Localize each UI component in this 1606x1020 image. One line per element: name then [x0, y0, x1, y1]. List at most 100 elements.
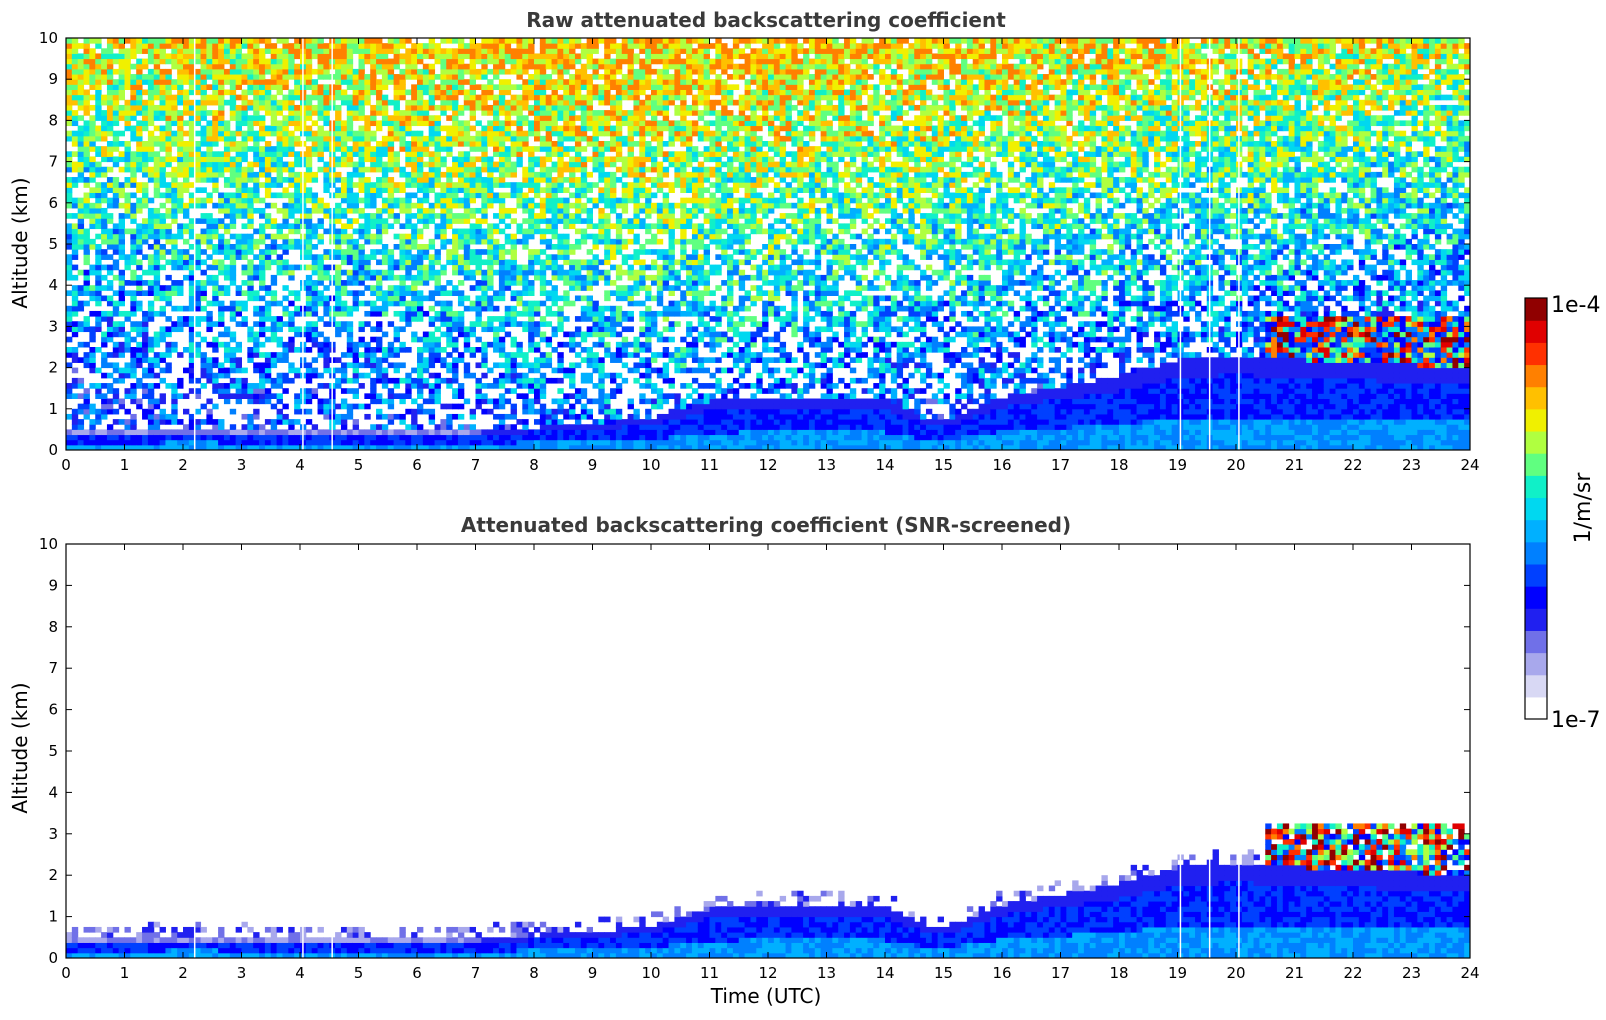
heatmap-cell [235, 321, 242, 327]
heatmap-cell [305, 192, 313, 199]
heatmap-cell [253, 383, 260, 389]
heatmap-cell [399, 300, 406, 307]
heatmap-cell [504, 233, 512, 240]
heatmap-cell [147, 300, 155, 307]
heatmap-cell [340, 223, 348, 230]
heatmap-cell [264, 259, 272, 266]
heatmap-cell [83, 413, 90, 420]
heatmap-cell [358, 269, 365, 276]
heatmap-cell [235, 233, 242, 240]
heatmap-cell [153, 310, 161, 317]
heatmap-cell [305, 444, 313, 451]
heatmap-cell [393, 290, 400, 296]
heatmap-cell [551, 233, 558, 240]
heatmap-cell [510, 120, 517, 127]
heatmap-cell [452, 89, 459, 96]
heatmap-cell [317, 264, 324, 271]
heatmap-cell [551, 377, 558, 384]
heatmap-cell [183, 367, 190, 374]
heatmap-cell [411, 68, 418, 75]
heatmap-cell [194, 120, 202, 127]
heatmap-cell [522, 228, 529, 235]
heatmap-cell [183, 182, 190, 188]
heatmap-cell [253, 192, 260, 199]
heatmap-cell [282, 310, 289, 317]
heatmap-cell [165, 331, 172, 338]
heatmap-cell [165, 182, 172, 188]
heatmap-cell [259, 280, 266, 286]
heatmap-cell [539, 372, 547, 379]
heatmap-cell [352, 393, 359, 399]
heatmap-cell [335, 238, 342, 245]
heatmap-cell [440, 434, 447, 441]
heatmap-cell [147, 223, 155, 230]
heatmap-cell [95, 104, 102, 111]
heatmap-cell [335, 213, 342, 219]
heatmap-cell [417, 207, 424, 214]
heatmap-cell [446, 249, 453, 255]
heatmap-cell [212, 74, 219, 80]
heatmap-cell [66, 130, 73, 137]
heatmap-cell [218, 269, 225, 276]
heatmap-cell [428, 362, 436, 369]
heatmap-cell [551, 300, 558, 307]
heatmap-cell [481, 357, 488, 363]
heatmap-cell [457, 383, 465, 389]
heatmap-cell [352, 104, 359, 111]
heatmap-cell [188, 269, 196, 276]
heatmap-cell [323, 104, 330, 111]
heatmap-cell [153, 182, 161, 188]
heatmap-cell [71, 177, 79, 183]
heatmap-cell [218, 238, 225, 245]
heatmap-cell [393, 182, 400, 188]
heatmap-cell [422, 89, 430, 96]
heatmap-cell [147, 146, 155, 152]
heatmap-cell [457, 357, 465, 363]
heatmap-cell [112, 115, 120, 121]
heatmap-cell [405, 213, 412, 219]
heatmap-cell [282, 115, 289, 121]
heatmap-cell [218, 372, 225, 379]
heatmap-cell [493, 74, 500, 80]
heatmap-cell [493, 213, 500, 219]
heatmap-cell [405, 305, 412, 312]
heatmap-cell [469, 305, 476, 312]
heatmap-cell [340, 151, 348, 157]
heatmap-cell [247, 336, 254, 343]
heatmap-cell [522, 393, 529, 399]
heatmap-cell [522, 244, 529, 250]
heatmap-cell [223, 151, 231, 157]
heatmap-cell [539, 434, 547, 441]
heatmap-cell [522, 58, 529, 65]
heatmap-cell [534, 89, 541, 96]
heatmap-cell [212, 99, 219, 106]
heatmap-cell [183, 347, 190, 353]
heatmap-cell [200, 238, 207, 245]
heatmap-cell [253, 187, 260, 193]
heatmap-cell [539, 156, 547, 163]
heatmap-cell [270, 151, 278, 157]
heatmap-cell [247, 58, 254, 65]
heatmap-cell [165, 99, 172, 106]
heatmap-cell [212, 357, 219, 363]
heatmap-cell [457, 326, 465, 333]
heatmap-cell [118, 151, 125, 157]
heatmap-cell [142, 326, 149, 333]
heatmap-cell [376, 434, 383, 441]
heatmap-cell [381, 377, 389, 384]
heatmap-cell [381, 104, 389, 111]
heatmap-cell [264, 429, 272, 436]
heatmap-cell [452, 403, 459, 410]
heatmap-cell [77, 439, 85, 446]
heatmap-cell [130, 269, 137, 276]
heatmap-cell [446, 63, 453, 70]
heatmap-cell [434, 372, 441, 379]
heatmap-cell [475, 146, 482, 152]
heatmap-cell [557, 321, 564, 327]
heatmap-cell [212, 336, 219, 343]
heatmap-cell [188, 424, 196, 430]
heatmap-cell [469, 321, 476, 327]
heatmap-cell [118, 439, 125, 446]
heatmap-cell [387, 403, 395, 410]
heatmap-cell [71, 429, 79, 436]
